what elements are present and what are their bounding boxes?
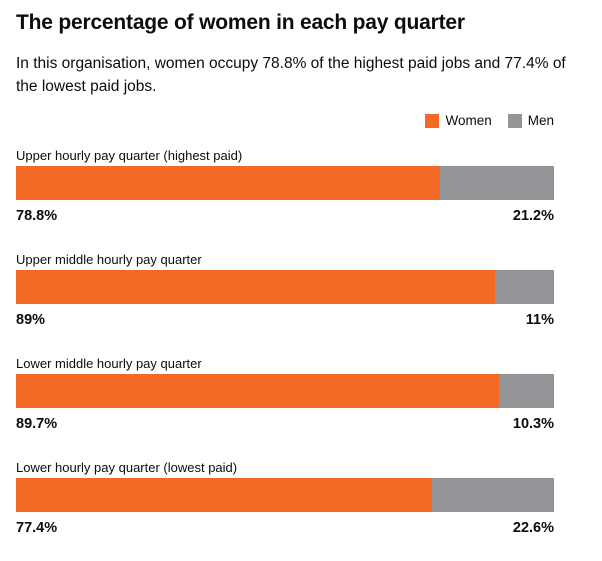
legend-item-women: Women [425, 113, 492, 128]
bar-women [16, 166, 440, 200]
bar-men [432, 478, 554, 512]
legend-label-women: Women [445, 113, 492, 128]
value-label-women: 77.4% [16, 520, 58, 536]
value-label-men: 11% [525, 312, 554, 328]
category-label: Upper hourly pay quarter (highest paid) [16, 148, 243, 163]
bar-women [16, 374, 499, 408]
bar-women [16, 478, 433, 512]
bar-group-lower: Lower hourly pay quarter (lowest paid) 7… [16, 457, 554, 561]
bar-men [439, 166, 554, 200]
value-label-women: 89.7% [16, 416, 58, 432]
chart-title: The percentage of women in each pay quar… [16, 11, 465, 34]
stacked-bar-chart: Upper hourly pay quarter (highest paid) … [16, 145, 554, 561]
legend-swatch-men [507, 113, 522, 128]
value-label-women: 89% [16, 312, 46, 328]
legend: Women Men [409, 113, 554, 128]
value-label-men: 22.6% [512, 520, 554, 536]
value-label-men: 21.2% [512, 208, 554, 224]
value-label-men: 10.3% [512, 416, 554, 432]
legend-item-men: Men [507, 113, 554, 128]
stacked-bar [16, 478, 554, 512]
bar-men [494, 270, 554, 304]
legend-label-men: Men [527, 113, 554, 128]
stacked-bar [16, 374, 554, 408]
category-label: Lower middle hourly pay quarter [16, 356, 202, 371]
legend-swatch-women [425, 113, 440, 128]
stacked-bar [16, 166, 554, 200]
category-label: Lower hourly pay quarter (lowest paid) [16, 460, 238, 475]
bar-group-upper-middle: Upper middle hourly pay quarter 89% 11% [16, 249, 554, 353]
bar-group-upper: Upper hourly pay quarter (highest paid) … [16, 145, 554, 249]
bar-men [498, 374, 554, 408]
value-label-women: 78.8% [16, 208, 58, 224]
category-label: Upper middle hourly pay quarter [16, 252, 202, 267]
stacked-bar [16, 270, 554, 304]
chart-subtitle: In this organisation, women occupy 78.8%… [16, 55, 566, 95]
bar-women [16, 270, 495, 304]
bar-group-lower-middle: Lower middle hourly pay quarter 89.7% 10… [16, 353, 554, 457]
